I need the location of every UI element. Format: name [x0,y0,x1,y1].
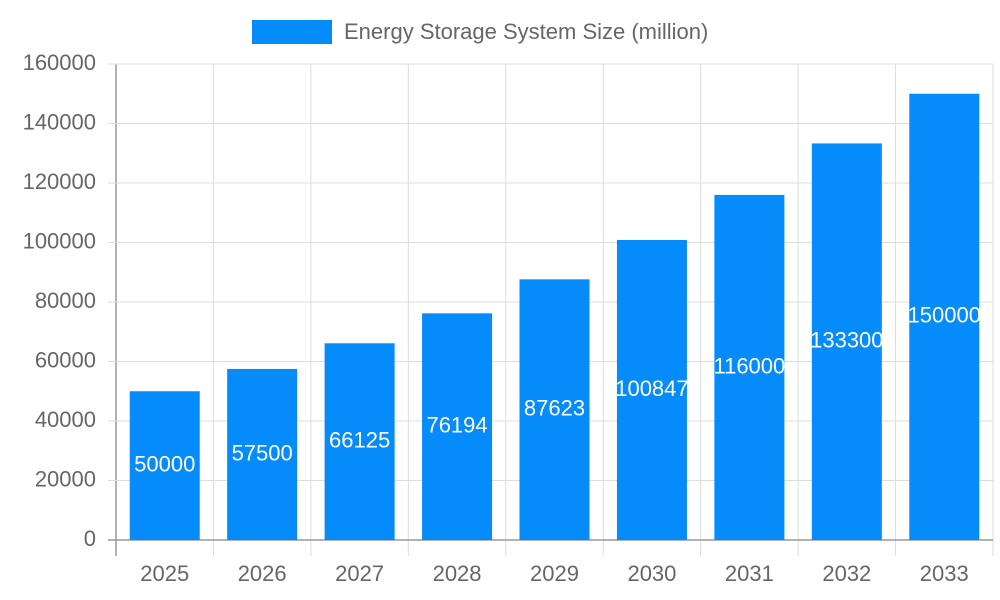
value-label: 76194 [426,412,487,437]
bar [129,391,200,540]
x-tick-label: 2031 [725,561,774,586]
y-tick-label: 80000 [35,288,96,313]
y-tick-label: 0 [84,526,96,551]
y-tick-label: 140000 [23,109,96,134]
value-label: 87623 [524,395,585,420]
value-label: 66125 [329,427,390,452]
bar [324,343,395,540]
value-label: 100847 [615,376,688,401]
value-label: 116000 [713,353,785,378]
y-tick-label: 40000 [35,407,96,432]
bar [616,239,687,541]
x-tick-label: 2025 [140,561,189,586]
bar [909,93,980,540]
bar [519,279,590,540]
x-tick-label: 2028 [433,561,482,586]
x-tick-label: 2029 [530,561,579,586]
bar [422,313,493,540]
x-tick-label: 2033 [920,561,969,586]
bar [811,143,882,540]
x-tick-label: 2032 [822,561,871,586]
y-tick-label: 60000 [35,347,96,372]
x-tick-label: 2026 [238,561,287,586]
bar [227,368,298,540]
value-label: 50000 [134,451,195,476]
y-tick-label: 100000 [23,228,96,253]
value-label: 57500 [232,440,293,465]
y-tick-label: 120000 [23,169,96,194]
value-label: 133300 [810,328,883,353]
value-label: 150000 [908,303,981,328]
bar [714,194,785,540]
x-tick-label: 2030 [627,561,676,586]
legend-label: Energy Storage System Size (million) [344,19,708,44]
legend-swatch [252,20,332,44]
x-tick-label: 2027 [335,561,384,586]
y-tick-label: 160000 [23,50,96,75]
y-tick-label: 20000 [35,466,96,491]
